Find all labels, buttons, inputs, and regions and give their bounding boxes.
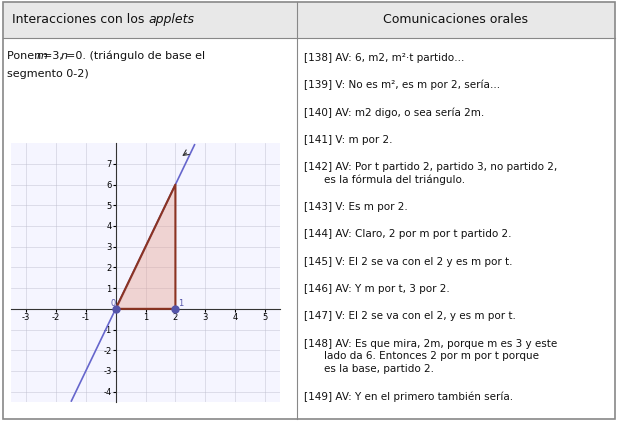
Text: lado da 6. Entonces 2 por m por t porque: lado da 6. Entonces 2 por m por t porque — [324, 352, 539, 362]
Text: [146] AV: Y m por t, 3 por 2.: [146] AV: Y m por t, 3 por 2. — [304, 284, 450, 294]
Text: Ponen: Ponen — [7, 51, 45, 61]
Text: m: m — [37, 51, 48, 61]
Text: es la fórmula del triángulo.: es la fórmula del triángulo. — [324, 175, 465, 185]
Text: [140] AV: m2 digo, o sea sería 2m.: [140] AV: m2 digo, o sea sería 2m. — [304, 107, 485, 118]
Polygon shape — [116, 184, 176, 309]
Text: [139] V: No es m², es m por 2, sería…: [139] V: No es m², es m por 2, sería… — [304, 80, 501, 91]
Bar — [3, 2, 297, 38]
Text: 1: 1 — [178, 299, 183, 308]
Text: segmento 0-2): segmento 0-2) — [7, 69, 89, 80]
Text: [149] AV: Y en el primero también sería.: [149] AV: Y en el primero también sería. — [304, 392, 513, 402]
Text: [147] V: El 2 se va con el 2, y es m por t.: [147] V: El 2 se va con el 2, y es m por… — [304, 312, 516, 322]
Point — [111, 306, 121, 312]
Text: 0: 0 — [110, 299, 116, 308]
Text: [145] V: El 2 se va con el 2 y es m por t.: [145] V: El 2 se va con el 2 y es m por … — [304, 257, 512, 267]
Text: [141] V: m por 2.: [141] V: m por 2. — [304, 135, 392, 145]
Text: es la base, partido 2.: es la base, partido 2. — [324, 364, 434, 374]
Text: Interacciones con los: Interacciones con los — [12, 13, 148, 27]
Text: applets: applets — [148, 13, 195, 27]
Text: [138] AV: 6, m2, m²·t partido…: [138] AV: 6, m2, m²·t partido… — [304, 53, 465, 63]
Text: =3,: =3, — [43, 51, 66, 61]
Text: Comunicaciones orales: Comunicaciones orales — [383, 13, 528, 27]
Text: [142] AV: Por t partido 2, partido 3, no partido 2,: [142] AV: Por t partido 2, partido 3, no… — [304, 162, 557, 172]
Text: =0. (triángulo de base el: =0. (triángulo de base el — [66, 51, 205, 61]
Point — [171, 306, 180, 312]
Text: [143] V: Es m por 2.: [143] V: Es m por 2. — [304, 202, 408, 212]
Text: n: n — [61, 51, 67, 61]
Text: [148] AV: Es que mira, 2m, porque m es 3 y este: [148] AV: Es que mira, 2m, porque m es 3… — [304, 339, 557, 349]
Text: [144] AV: Claro, 2 por m por t partido 2.: [144] AV: Claro, 2 por m por t partido 2… — [304, 229, 512, 240]
Bar — [297, 2, 615, 38]
